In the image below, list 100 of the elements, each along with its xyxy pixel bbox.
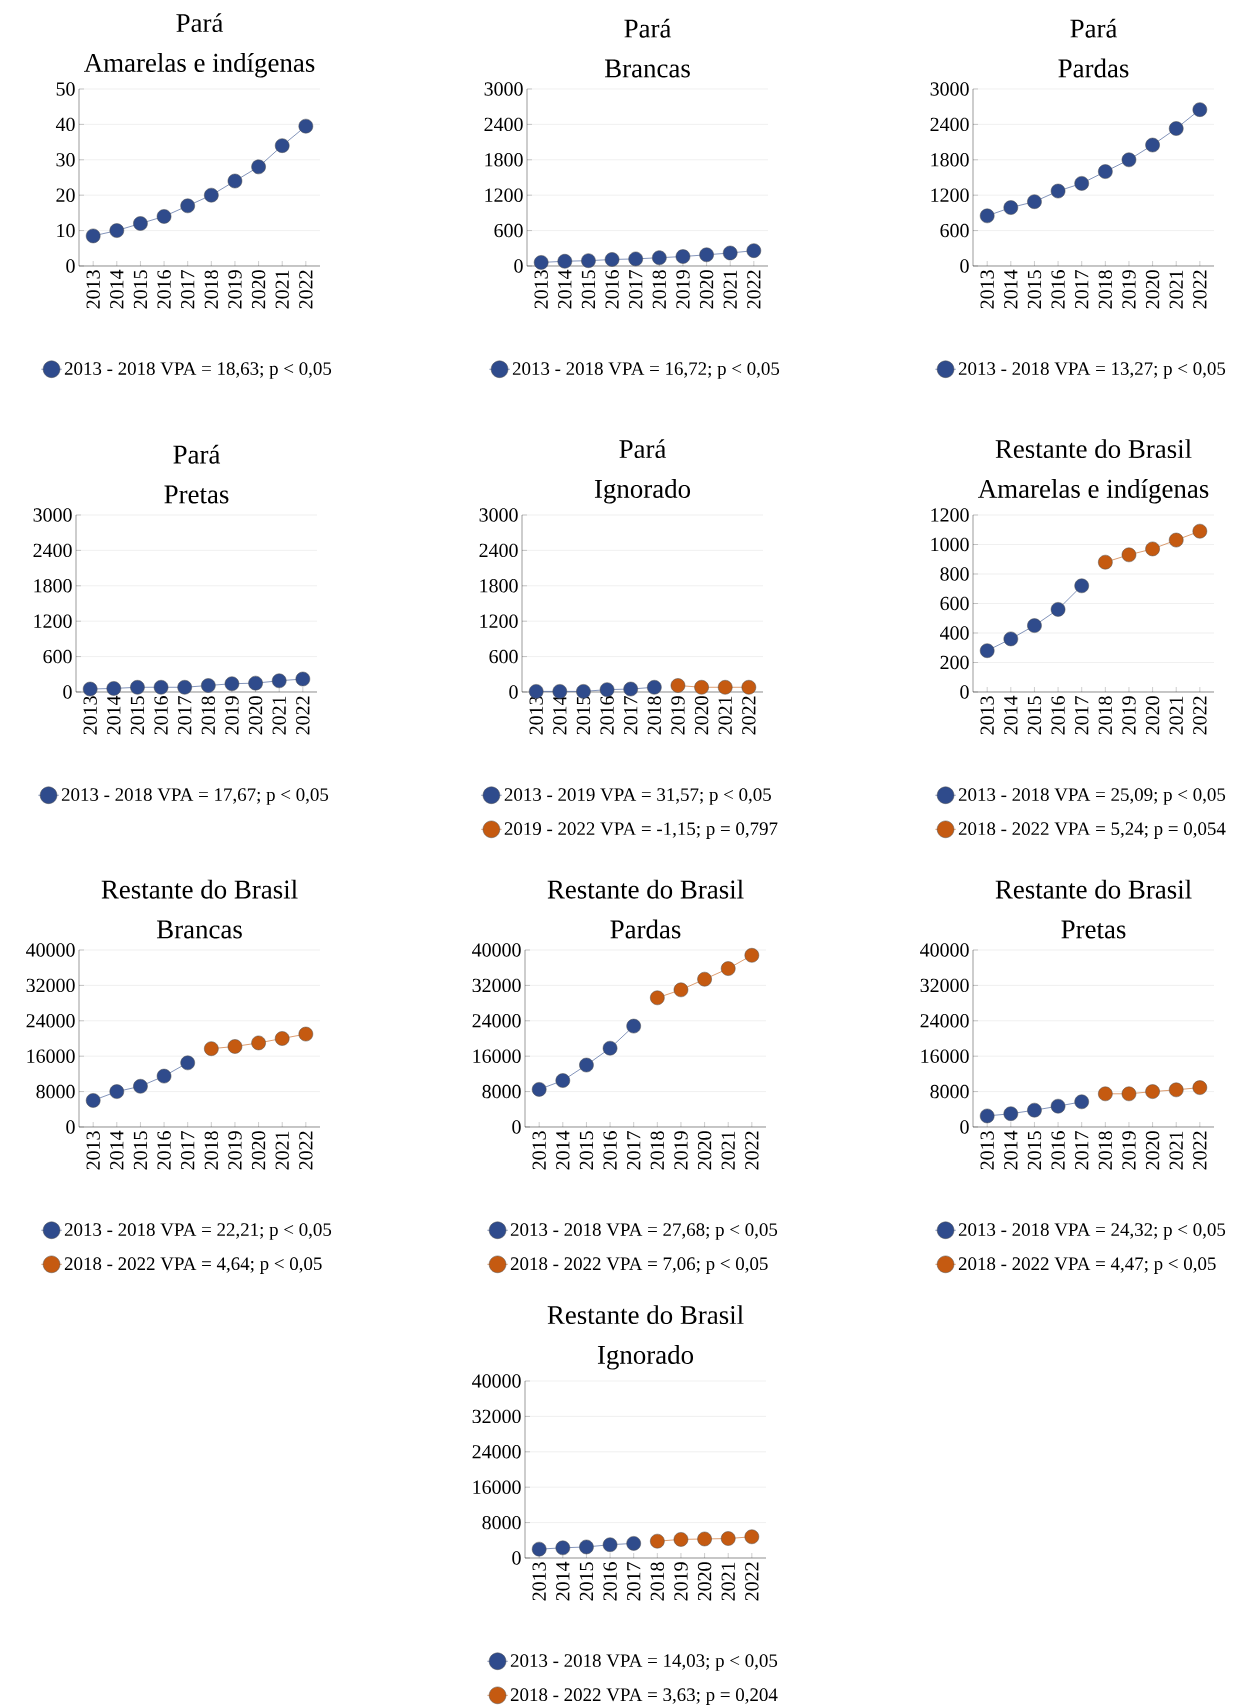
x-tick-label: 2019 [1122, 270, 1136, 309]
point [82, 681, 98, 697]
x-tick-label: 2016 [1051, 1131, 1065, 1170]
point [177, 680, 192, 695]
x-tick-label: 2017 [1074, 1131, 1089, 1170]
legend-label: 2013 - 2018 VPA = 13,27; p < 0,05 [958, 362, 1226, 379]
x-tick-label: 2019 [1122, 696, 1136, 735]
y-tick-label: 2400 [484, 117, 523, 132]
x-tick-label: 2020 [251, 270, 266, 309]
point [579, 1539, 594, 1555]
x-tick-label: 2017 [623, 696, 638, 735]
y-tick-label: 16000 [473, 1049, 521, 1063]
x-tick-label: 2015 [579, 1562, 594, 1601]
point [1168, 532, 1184, 548]
point [227, 1039, 243, 1054]
x-tick-label: 2022 [745, 1131, 759, 1170]
point [533, 255, 549, 270]
x-tick-label: 2022 [1193, 696, 1207, 735]
x-tick-label: 2015 [576, 696, 591, 735]
point [979, 643, 995, 658]
x-tick-label: 2021 [272, 696, 286, 735]
legend-label: 2018 - 2022 VPA = 4,64; p < 0,05 [64, 1257, 322, 1274]
x-tick-label: 2022 [742, 696, 756, 735]
point [531, 1541, 547, 1557]
x-tick-label: 2021 [723, 270, 737, 309]
point [604, 252, 620, 267]
point [626, 1536, 641, 1551]
y-tick-label: 1200 [34, 614, 72, 628]
y-tick-label: 2400 [479, 543, 518, 558]
y-tick-label: 1800 [485, 153, 523, 167]
point [697, 1531, 712, 1547]
point [1003, 1106, 1019, 1121]
x-tick-label: 2017 [626, 1131, 641, 1170]
x-tick-label: 2018 [1098, 696, 1113, 735]
x-tick-label: 2022 [1193, 270, 1207, 309]
y-tick-label: 0 [960, 685, 969, 699]
point [274, 138, 290, 153]
point [298, 1026, 314, 1042]
point [602, 1040, 618, 1056]
x-tick-label: 2016 [600, 696, 614, 735]
x-tick-label: 2019 [228, 270, 242, 309]
x-tick-label: 2017 [626, 1562, 641, 1601]
legend-label: 2013 - 2018 VPA = 16,72; p < 0,05 [512, 362, 780, 379]
y-tick-label: 0 [960, 1120, 969, 1134]
x-tick-label: 2013 [980, 1131, 994, 1170]
x-tick-label: 2014 [553, 695, 567, 735]
chart-title: Restante do Brasil [547, 879, 744, 899]
chart-title: Pará [176, 13, 224, 33]
x-tick-label: 2022 [299, 1131, 313, 1170]
legend-label: 2018 - 2022 VPA = 7,06; p < 0,05 [510, 1257, 768, 1274]
x-tick-label: 2014 [107, 695, 121, 735]
legend-label: 2018 - 2022 VPA = 4,47; p < 0,05 [958, 1257, 1216, 1274]
y-tick-label: 32000 [26, 978, 75, 993]
x-tick-label: 2015 [130, 696, 145, 735]
x-tick-label: 2021 [1169, 696, 1183, 735]
x-tick-label: 2016 [603, 1131, 617, 1170]
x-tick-label: 2015 [1027, 270, 1042, 309]
x-tick-label: 2013 [980, 270, 994, 309]
point [1003, 631, 1019, 647]
x-tick-label: 2014 [1004, 1130, 1018, 1170]
point [555, 1540, 571, 1556]
x-tick-label: 2020 [248, 696, 263, 735]
x-tick-label: 2021 [1169, 1131, 1183, 1170]
point [697, 971, 712, 987]
point [271, 673, 287, 689]
x-tick-label: 2017 [177, 696, 192, 735]
x-tick-label: 2020 [1145, 270, 1160, 309]
y-tick-label: 0 [66, 259, 75, 273]
y-tick-label: 40 [55, 117, 75, 132]
y-tick-label: 1200 [931, 188, 969, 202]
x-tick-label: 2022 [299, 270, 313, 309]
point [153, 680, 169, 695]
y-tick-label: 32000 [472, 978, 521, 993]
legend-label: 2013 - 2018 VPA = 14,03; p < 0,05 [510, 1654, 778, 1671]
y-tick-label: 10 [57, 223, 75, 238]
x-tick-label: 2015 [1027, 696, 1042, 735]
point [673, 1532, 689, 1547]
x-tick-label: 2013 [980, 696, 994, 735]
point [1121, 547, 1137, 563]
point [251, 159, 266, 175]
y-tick-label: 1800 [34, 579, 72, 593]
x-tick-label: 2014 [110, 1130, 124, 1170]
point [224, 676, 240, 691]
point [109, 1084, 125, 1099]
point [109, 223, 125, 238]
x-tick-label: 2018 [204, 1131, 219, 1170]
chart-subtitle: Amarelas e indígenas [84, 52, 315, 78]
point [1145, 541, 1160, 557]
x-tick-label: 2017 [180, 270, 195, 309]
x-tick-label: 2013 [83, 696, 97, 735]
y-tick-label: 0 [509, 685, 518, 699]
x-tick-label: 2018 [1098, 270, 1113, 309]
chart-title: Restante do Brasil [547, 1305, 744, 1325]
x-tick-label: 2018 [650, 1562, 665, 1601]
point [1050, 183, 1066, 199]
y-tick-label: 0 [512, 1551, 521, 1565]
y-tick-label: 1800 [480, 579, 518, 593]
point [746, 243, 762, 258]
x-tick-label: 2013 [532, 1562, 546, 1601]
point [1050, 1098, 1066, 1114]
